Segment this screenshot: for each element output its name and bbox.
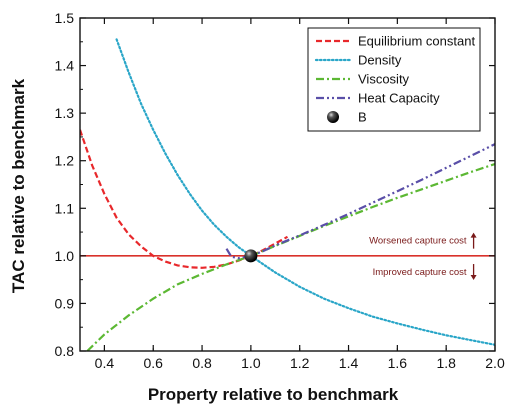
annotation-worsened: Worsened capture cost [369,236,467,247]
legend: Equilibrium constant Density Viscosity Heat… [307,27,481,132]
legend-label: B [358,110,367,125]
x-tick-label: 0.6 [144,355,164,371]
x-tick-label: 0.8 [192,355,212,371]
legend-label: Density [358,53,402,68]
series-line-heat-capacity [225,143,495,260]
x-tick-label: 1.4 [339,355,359,371]
y-axis-title: TAC relative to benchmark [9,78,28,293]
legend-label: Equilibrium constant [358,34,475,49]
x-tick-label: 1.8 [436,355,456,371]
x-tick-label: 1.2 [290,355,310,371]
axis-layer: 0.4 0.6 0.8 1.0 1.2 1.4 1.6 1.8 2.0 0.8 0.9 1.0 1.1 1… [55,10,505,371]
y-tick-label: 1.2 [55,153,75,169]
y-tick-label: 1.4 [55,58,75,74]
legend-label: Viscosity [358,72,410,87]
series-line-density [115,38,495,346]
x-axis-title: Property relative to benchmark [148,385,399,404]
y-tick-label: 1.3 [55,105,75,121]
benchmark-point-b [244,249,258,263]
y-tick-label: 1.5 [55,10,75,26]
annotation-arrowhead-down [470,275,477,281]
legend-label: Heat Capacity [358,91,440,106]
x-tick-label: 1.6 [388,355,408,371]
x-tick-label: 0.4 [95,355,115,371]
y-tick-label: 0.9 [55,295,75,311]
y-tick-label: 0.8 [55,343,75,359]
annotation-layer: Worsened capture cost Improved capture co… [369,232,477,281]
y-tick-label: 1.1 [55,200,75,216]
legend-marker-b [327,111,339,123]
x-tick-label: 1.0 [241,355,261,371]
annotation-improved: Improved capture cost [373,267,467,278]
y-tick-label: 1.0 [55,248,75,264]
data-layer [80,38,495,351]
annotation-arrowhead-up [470,232,477,238]
x-tick-label: 2.0 [485,355,505,371]
